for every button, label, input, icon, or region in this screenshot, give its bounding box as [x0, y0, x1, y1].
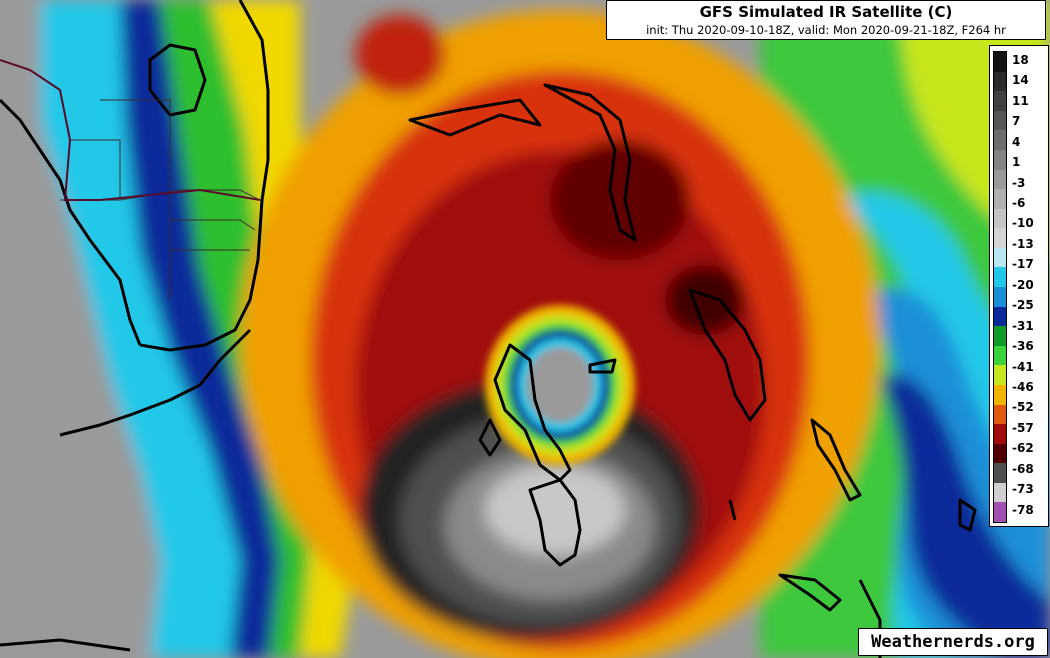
colorbar-tick-label: 7 [1012, 114, 1021, 129]
colorbar-swatch [994, 149, 1006, 171]
colorbar-swatch [994, 208, 1006, 229]
colorbar-tick-label: -17 [1012, 257, 1034, 272]
colorbar-tick-label: -62 [1012, 441, 1034, 456]
colorbar-tick-label: -52 [1012, 400, 1034, 415]
colorbar-tick-label: -31 [1012, 318, 1034, 333]
colorbar-swatch [994, 91, 1006, 112]
colorbar-tick-label: -6 [1012, 196, 1026, 211]
colorbar-swatch [994, 189, 1006, 210]
colorbar-swatch [994, 228, 1006, 249]
colorbar-swatch [994, 404, 1006, 425]
colorbar-tick-label: -41 [1012, 359, 1034, 374]
colorbar-swatch [994, 110, 1006, 131]
colorbar-swatch [994, 326, 1006, 347]
colorbar-swatch [994, 130, 1006, 151]
colorbar-swatch [994, 463, 1006, 484]
colorbar-tick-label: 4 [1012, 134, 1021, 149]
colorbar-tick-label: -25 [1012, 298, 1034, 313]
colorbar-tick-label: -78 [1012, 502, 1034, 517]
colorbar-swatches [993, 51, 1007, 523]
colorbar-tick-label: -36 [1012, 339, 1034, 354]
colorbar-swatch [994, 482, 1006, 503]
colorbar-swatch [994, 443, 1006, 464]
colorbar-tick-label: 1 [1012, 155, 1021, 170]
colorbar-swatch [994, 52, 1006, 73]
colorbar-tick-label: -20 [1012, 277, 1034, 292]
colorbar-labels: 18 14 11 7 4 1 -3 -6 -10 -13 -17 -20 -25 -31 -36 -41 -46… [1012, 51, 1048, 523]
colorbar-tick-label: -3 [1012, 175, 1026, 190]
colorbar-tick-label: -57 [1012, 420, 1034, 435]
colorbar-swatch [994, 71, 1006, 92]
watermark: Weathernerds.org [858, 628, 1048, 656]
colorbar-swatch [994, 247, 1006, 268]
colorbar-swatch [994, 287, 1006, 308]
colorbar-legend: 18 14 11 7 4 1 -3 -6 -10 -13 -17 -20 -25 -31 -36 -41 -46… [989, 45, 1049, 527]
colorbar-tick-label: 11 [1012, 93, 1029, 108]
colorbar-tick-label: -68 [1012, 461, 1034, 476]
colorbar-tick-label: -10 [1012, 216, 1034, 231]
colorbar-tick-label: 14 [1012, 73, 1029, 88]
colorbar-swatch [994, 502, 1006, 522]
colorbar-swatch [994, 306, 1006, 327]
colorbar-swatch [994, 365, 1006, 386]
map-title: GFS Simulated IR Satellite (C) [699, 3, 953, 21]
map-title-box: GFS Simulated IR Satellite (C) init: Thu… [606, 0, 1046, 40]
colorbar-tick-label: -73 [1012, 482, 1034, 497]
colorbar-tick-label: 18 [1012, 53, 1029, 67]
map-subtitle: init: Thu 2020-09-10-18Z, valid: Mon 202… [646, 23, 1006, 37]
colorbar-swatch [994, 424, 1006, 445]
colorbar-tick-label: -46 [1012, 379, 1034, 394]
colorbar-swatch [994, 384, 1006, 406]
colorbar-swatch [994, 345, 1006, 366]
colorbar-tick-label: -13 [1012, 236, 1034, 251]
colorbar-swatch [994, 169, 1006, 190]
colorbar-swatch [994, 267, 1006, 288]
